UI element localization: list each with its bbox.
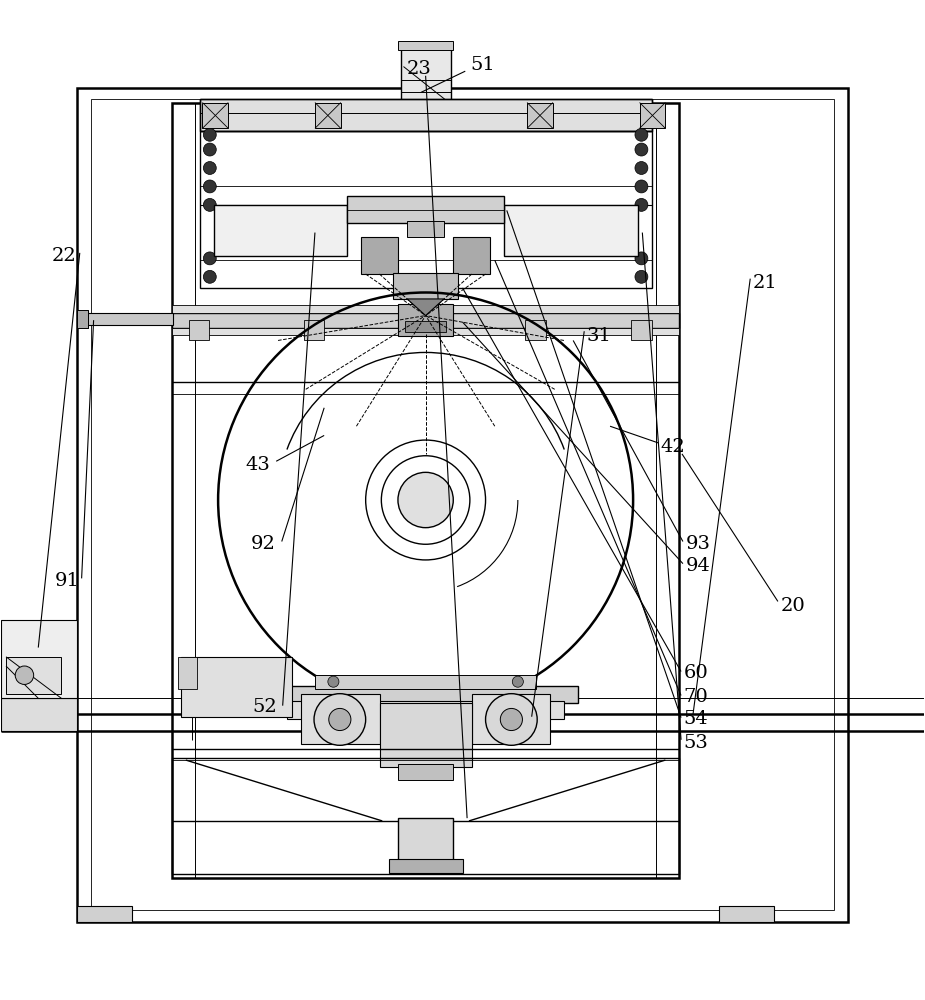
Bar <box>2 698 77 731</box>
Circle shape <box>635 180 648 193</box>
Text: 54: 54 <box>684 710 709 728</box>
Text: 52: 52 <box>253 698 277 716</box>
Bar <box>77 310 88 328</box>
Bar <box>453 237 490 274</box>
Bar <box>407 221 444 237</box>
Circle shape <box>327 676 339 687</box>
Circle shape <box>635 270 648 283</box>
Bar <box>405 321 446 332</box>
Bar <box>398 304 453 336</box>
Circle shape <box>500 708 523 731</box>
Text: 51: 51 <box>470 56 495 74</box>
Bar <box>84 313 173 325</box>
Bar <box>200 99 651 131</box>
Text: 21: 21 <box>753 274 778 292</box>
Bar <box>401 48 450 103</box>
Bar <box>288 701 564 719</box>
Text: 93: 93 <box>685 535 710 553</box>
Bar <box>314 675 536 689</box>
Bar <box>91 99 834 910</box>
Bar <box>179 657 197 689</box>
Bar <box>347 196 504 223</box>
Bar <box>302 694 379 744</box>
Bar <box>6 657 61 694</box>
Circle shape <box>204 128 216 141</box>
Text: 92: 92 <box>251 535 276 553</box>
Bar <box>2 620 77 698</box>
Circle shape <box>204 143 216 156</box>
Text: 91: 91 <box>55 572 80 590</box>
Polygon shape <box>407 299 444 316</box>
Text: 94: 94 <box>685 557 710 575</box>
Circle shape <box>635 128 648 141</box>
Bar <box>314 103 340 128</box>
Text: 31: 31 <box>587 327 611 345</box>
Bar <box>274 686 578 703</box>
Text: 42: 42 <box>660 438 685 456</box>
Bar <box>525 320 546 340</box>
Bar <box>172 313 679 328</box>
Bar <box>172 305 679 313</box>
Bar <box>304 320 324 340</box>
Text: 22: 22 <box>52 247 77 265</box>
Bar <box>214 205 347 256</box>
Bar <box>189 320 209 340</box>
Circle shape <box>635 198 648 211</box>
Circle shape <box>204 252 216 265</box>
Bar <box>472 694 550 744</box>
Bar <box>379 703 472 767</box>
Text: 20: 20 <box>781 597 806 615</box>
Bar <box>504 205 637 256</box>
Text: 70: 70 <box>684 688 709 706</box>
Circle shape <box>486 694 537 745</box>
Bar <box>527 103 553 128</box>
Circle shape <box>635 143 648 156</box>
Text: 60: 60 <box>684 664 709 682</box>
Circle shape <box>512 676 524 687</box>
Bar <box>388 859 462 873</box>
Circle shape <box>314 694 365 745</box>
Circle shape <box>204 270 216 283</box>
Bar <box>77 88 848 922</box>
Text: 43: 43 <box>246 456 271 474</box>
Bar <box>77 906 132 922</box>
Bar <box>203 103 228 128</box>
Bar <box>172 103 679 878</box>
Circle shape <box>398 472 453 528</box>
Bar <box>200 131 651 288</box>
Bar <box>398 41 453 50</box>
Circle shape <box>204 198 216 211</box>
Circle shape <box>15 666 33 684</box>
Bar <box>398 818 453 869</box>
Bar <box>631 320 651 340</box>
Bar <box>200 99 651 131</box>
Bar <box>393 273 458 299</box>
Bar <box>172 328 679 335</box>
Bar <box>361 237 398 274</box>
Circle shape <box>328 708 351 731</box>
Circle shape <box>204 162 216 174</box>
Circle shape <box>204 180 216 193</box>
Bar <box>181 657 292 717</box>
Text: 53: 53 <box>684 734 709 752</box>
Bar <box>172 758 679 874</box>
Circle shape <box>635 252 648 265</box>
Bar <box>398 764 453 780</box>
Circle shape <box>635 162 648 174</box>
Bar <box>719 906 774 922</box>
Bar <box>639 103 665 128</box>
Text: 23: 23 <box>407 60 432 78</box>
